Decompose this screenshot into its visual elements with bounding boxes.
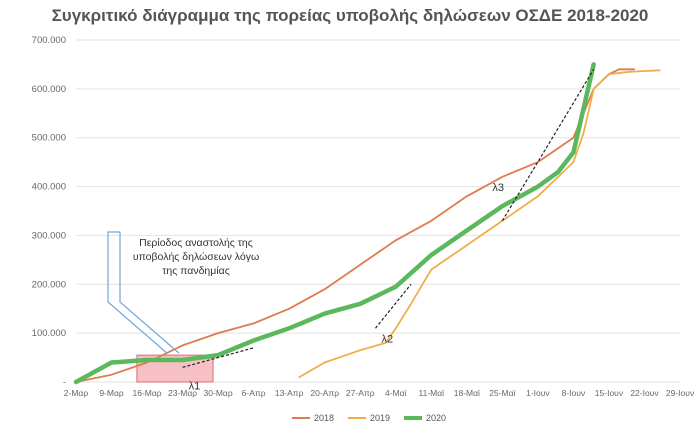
x-tick-label: 9-Μαρ: [99, 388, 124, 398]
y-tick-label: 600.000: [32, 84, 66, 95]
trend-label: λ3: [492, 182, 504, 194]
x-tick-label: 20-Απρ: [310, 388, 339, 398]
y-tick-label: 300.000: [32, 230, 66, 241]
y-tick-label: 500.000: [32, 133, 66, 144]
y-tick-label: -: [63, 377, 66, 388]
annotation-layer: Περίοδος αναστολής της υποβολής δηλώσεων …: [107, 231, 259, 354]
x-tick-label: 27-Απρ: [346, 388, 375, 398]
annotation-text: της πανδημίας: [162, 265, 230, 277]
x-tick-label: 11-Μαϊ: [419, 388, 446, 398]
annotation-connector: [107, 231, 168, 354]
y-tick-label: 100.000: [32, 328, 66, 339]
series-layer: [73, 62, 661, 385]
x-tick-label: 25-Μαϊ: [489, 388, 516, 398]
x-tick-label: 13-Απρ: [275, 388, 304, 398]
legend-label-2020: 2020: [426, 413, 446, 423]
x-tick-label: 29-Ιουν: [666, 388, 694, 398]
annotation-connector: [119, 232, 180, 354]
x-tick-label: 23-Μαρ: [168, 388, 197, 398]
x-tick-label: 15-Ιουν: [595, 388, 623, 398]
trend-line: [501, 69, 595, 222]
trend-line: [182, 347, 254, 368]
legend: 2018 2019 2020: [292, 413, 446, 423]
gridlines: [76, 39, 680, 383]
x-tick-label: 30-Μαρ: [204, 388, 233, 398]
x-tick-label: 2-Μαρ: [64, 388, 89, 398]
x-tick-label: 8-Ιουν: [562, 388, 586, 398]
series-line-2020: [73, 62, 596, 385]
legend-label-2018: 2018: [314, 413, 334, 423]
x-tick-label: 1-Ιουν: [526, 388, 550, 398]
y-tick-label: 700.000: [32, 35, 66, 46]
series-line-2018: [75, 68, 636, 383]
y-tick-label: 400.000: [32, 182, 66, 193]
chart-title: Συγκριτικό διάγραμμα της πορείας υποβολή…: [51, 6, 649, 25]
trend-label: λ2: [381, 333, 393, 345]
annotation-text: υποβολής δηλώσεων λόγω: [133, 251, 259, 263]
trend-label: λ1: [189, 380, 201, 392]
x-tick-label: 22-Ιουν: [630, 388, 658, 398]
axis-labels: - 100.000 200.000 300.000 400.000 500.000 600.…: [32, 35, 694, 398]
trend-line: [374, 283, 412, 329]
x-tick-label: 6-Απρ: [242, 388, 266, 398]
legend-label-2019: 2019: [370, 413, 390, 423]
x-tick-label: 4-Μαϊ: [385, 388, 408, 398]
trend-layer: λ1 λ2 λ3: [182, 69, 595, 392]
annotation-text: Περίοδος αναστολής της: [139, 237, 253, 249]
x-tick-label: 16-Μαρ: [132, 388, 161, 398]
x-tick-label: 18-Μαϊ: [454, 388, 481, 398]
series-line-2019: [298, 69, 661, 379]
y-tick-label: 200.000: [32, 279, 66, 290]
